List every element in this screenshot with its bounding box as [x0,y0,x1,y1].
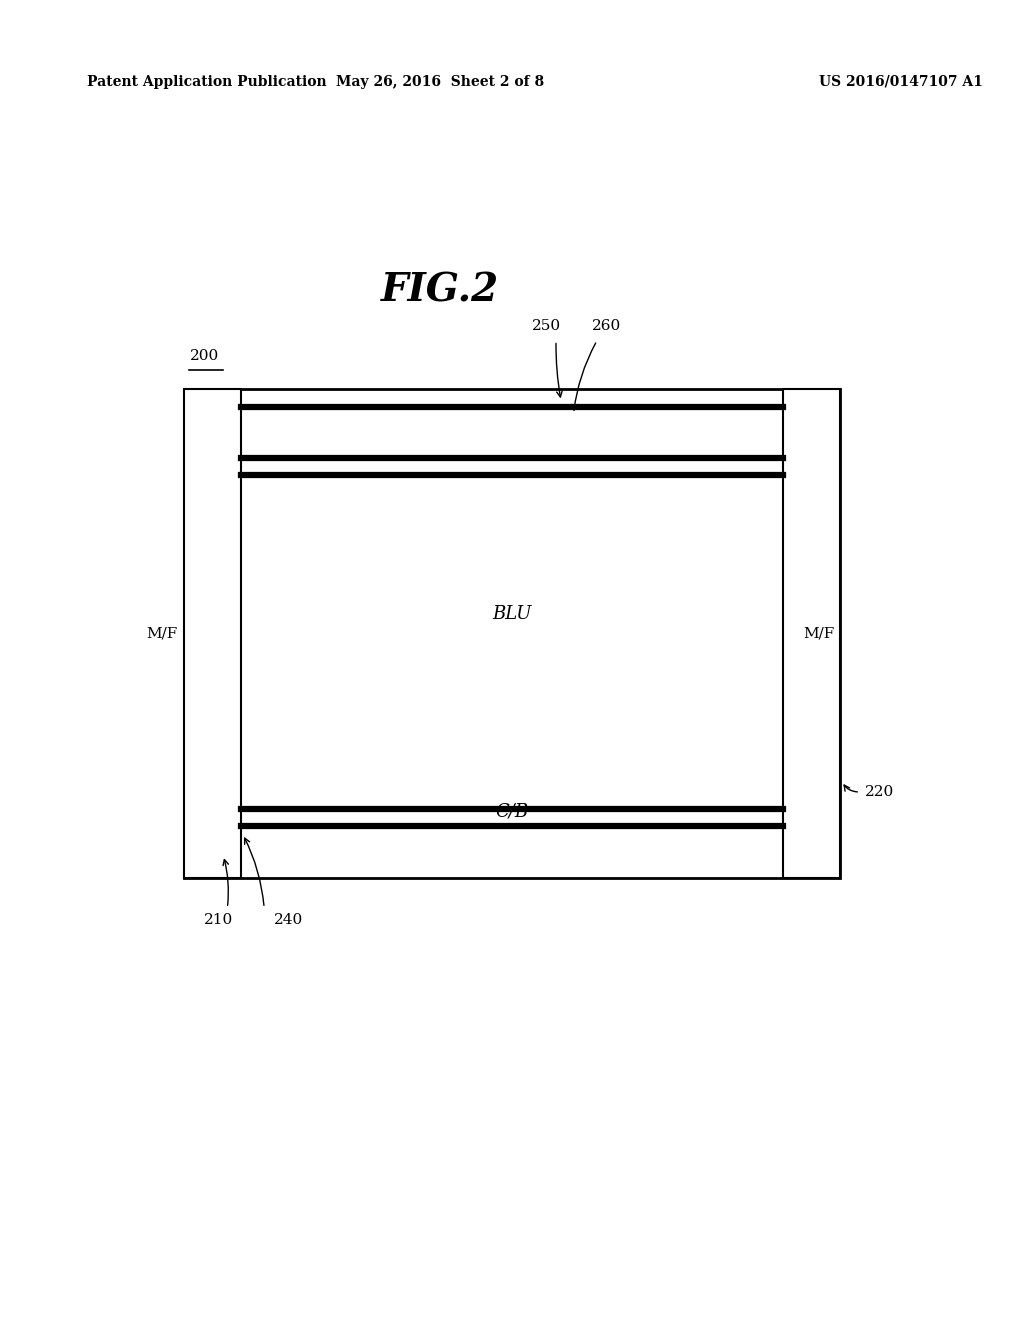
Bar [783,389,840,878]
Bar [184,389,241,878]
Bar [184,389,840,878]
Text: FIG.2: FIG.2 [381,272,500,309]
Text: May 26, 2016  Sheet 2 of 8: May 26, 2016 Sheet 2 of 8 [336,75,545,88]
Text: 200: 200 [189,348,219,363]
Text: 250: 250 [532,318,561,333]
Text: BLU: BLU [493,605,531,623]
Text: C/B: C/B [496,803,528,821]
Text: 210: 210 [204,913,233,928]
Text: M/F: M/F [804,627,835,640]
Text: 220: 220 [865,785,895,799]
Text: Patent Application Publication: Patent Application Publication [87,75,327,88]
Text: 240: 240 [274,913,304,928]
Text: M/F: M/F [146,627,177,640]
Text: 260: 260 [592,318,622,333]
Text: US 2016/0147107 A1: US 2016/0147107 A1 [819,75,983,88]
